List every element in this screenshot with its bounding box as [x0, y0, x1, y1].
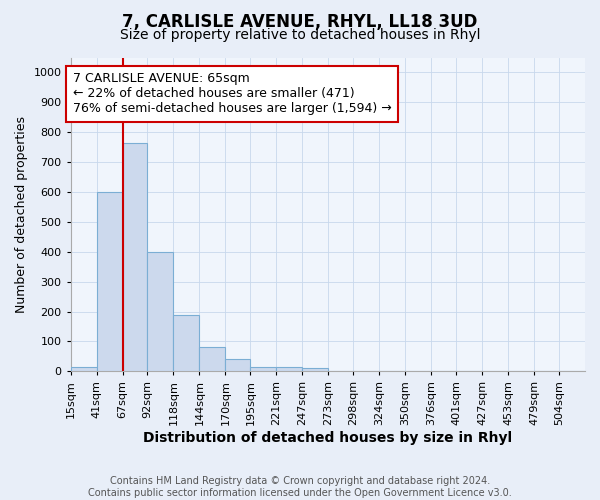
Text: 7 CARLISLE AVENUE: 65sqm
← 22% of detached houses are smaller (471)
76% of semi-: 7 CARLISLE AVENUE: 65sqm ← 22% of detach… — [73, 72, 391, 116]
Bar — [173, 314, 199, 372]
Bar — [302, 368, 328, 372]
Bar — [199, 348, 226, 372]
Bar — [71, 367, 97, 372]
Y-axis label: Number of detached properties: Number of detached properties — [15, 116, 28, 313]
Bar — [250, 367, 277, 372]
Bar — [148, 252, 173, 372]
Bar — [277, 367, 302, 372]
Bar — [97, 192, 122, 372]
Text: Contains HM Land Registry data © Crown copyright and database right 2024.
Contai: Contains HM Land Registry data © Crown c… — [88, 476, 512, 498]
Text: Size of property relative to detached houses in Rhyl: Size of property relative to detached ho… — [120, 28, 480, 42]
Text: 7, CARLISLE AVENUE, RHYL, LL18 3UD: 7, CARLISLE AVENUE, RHYL, LL18 3UD — [122, 12, 478, 30]
Bar — [226, 360, 250, 372]
X-axis label: Distribution of detached houses by size in Rhyl: Distribution of detached houses by size … — [143, 431, 512, 445]
Bar — [122, 142, 148, 372]
